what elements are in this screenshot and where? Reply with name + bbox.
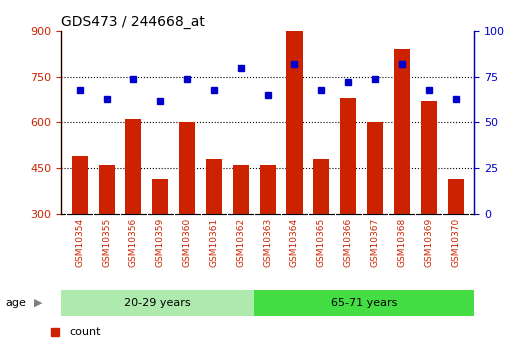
Bar: [367, 122, 383, 214]
Text: GSM10359: GSM10359: [156, 218, 165, 267]
Text: ▶: ▶: [34, 298, 43, 308]
Bar: [233, 165, 249, 214]
Text: 20-29 years: 20-29 years: [124, 298, 191, 308]
Bar: [286, 31, 303, 214]
Text: GSM10356: GSM10356: [129, 218, 138, 267]
Bar: [61, 290, 254, 316]
Text: GSM10367: GSM10367: [370, 218, 379, 267]
Bar: [126, 119, 142, 214]
Text: GSM10368: GSM10368: [398, 218, 407, 267]
Bar: [340, 98, 356, 214]
Bar: [313, 159, 329, 214]
Text: count: count: [69, 327, 101, 337]
Text: GSM10361: GSM10361: [209, 218, 218, 267]
Text: 65-71 years: 65-71 years: [331, 298, 398, 308]
Bar: [394, 49, 410, 214]
Bar: [179, 122, 195, 214]
Text: GSM10362: GSM10362: [236, 218, 245, 267]
Text: GSM10364: GSM10364: [290, 218, 299, 267]
Text: GDS473 / 244668_at: GDS473 / 244668_at: [61, 14, 205, 29]
Text: GSM10360: GSM10360: [183, 218, 192, 267]
Text: GSM10369: GSM10369: [424, 218, 433, 267]
Bar: [206, 159, 222, 214]
Text: GSM10354: GSM10354: [75, 218, 84, 267]
Text: age: age: [5, 298, 26, 308]
Bar: [99, 165, 114, 214]
Text: GSM10366: GSM10366: [343, 218, 352, 267]
Text: GSM10370: GSM10370: [451, 218, 460, 267]
Text: GSM10355: GSM10355: [102, 218, 111, 267]
Bar: [421, 101, 437, 214]
Bar: [152, 179, 169, 214]
Bar: [447, 179, 464, 214]
Text: GSM10365: GSM10365: [317, 218, 326, 267]
Bar: [72, 156, 88, 214]
Text: GSM10363: GSM10363: [263, 218, 272, 267]
Bar: [260, 165, 276, 214]
Bar: [254, 290, 474, 316]
